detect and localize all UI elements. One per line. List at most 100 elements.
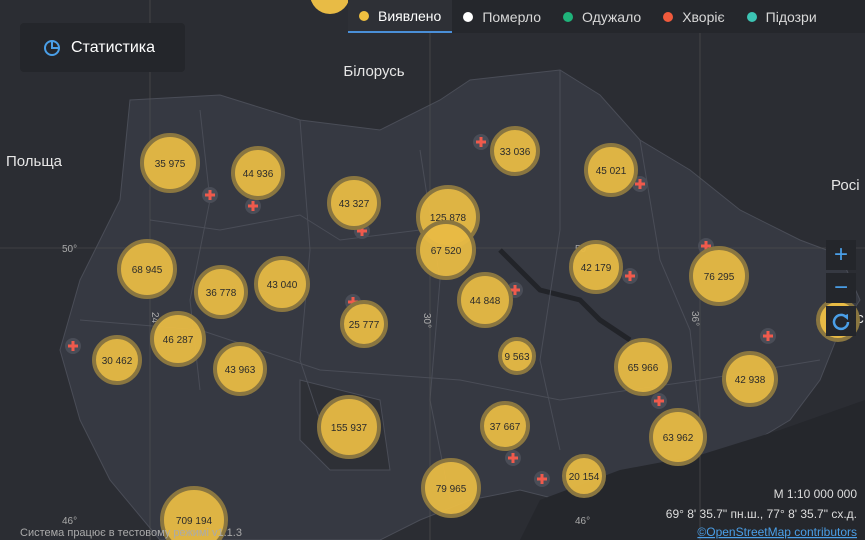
cluster: 76 295	[689, 246, 749, 306]
cluster: 9 563	[498, 337, 536, 375]
tab-dot	[746, 11, 757, 22]
cluster-circle	[562, 454, 606, 498]
attribution: ©OpenStreetMap contributors	[697, 525, 857, 539]
grid-label: 24°	[149, 312, 160, 327]
hospital-marker	[760, 328, 776, 344]
hospital-marker	[202, 187, 218, 203]
cluster-circle	[117, 239, 177, 299]
tab-label: Підозри	[765, 8, 817, 25]
pie-icon	[44, 39, 60, 56]
cluster-label: 33 036	[500, 147, 531, 158]
place-label: Польща	[6, 153, 63, 170]
cluster-label: 125 878	[430, 213, 467, 224]
cluster-label: 709 194	[176, 516, 213, 527]
grid-label: 46°	[62, 516, 77, 527]
cluster-circle	[569, 240, 623, 294]
zoom-out[interactable]: −	[826, 273, 856, 303]
cluster-label: 68 945	[132, 265, 163, 276]
grid-label: 46°	[575, 516, 590, 527]
cluster: 65 966	[614, 338, 672, 396]
cluster-label: 43 040	[267, 280, 298, 291]
cluster-circle	[340, 300, 388, 348]
layer-tab[interactable]: Хворіє	[652, 0, 735, 33]
tab-label: Хворіє	[682, 8, 725, 25]
layer-tab[interactable]: Виявлено	[348, 0, 453, 33]
cluster-label: 36 778	[206, 288, 237, 299]
marker-cross	[635, 179, 645, 189]
cluster: 43 963	[213, 342, 267, 396]
grid-label: 50°	[62, 244, 77, 255]
cluster-circle	[150, 311, 206, 367]
cluster-circle	[254, 256, 310, 312]
zoom-controls: + −	[826, 240, 856, 339]
cluster: 44 848	[457, 272, 513, 328]
marker-cross	[763, 331, 773, 341]
marker-cross	[510, 285, 520, 295]
cluster-circle	[649, 408, 707, 466]
grid-label: 30°	[421, 313, 432, 328]
cluster-circle	[722, 351, 778, 407]
cluster-label: 44 936	[243, 169, 274, 180]
cluster-circle	[584, 143, 638, 197]
place-label: Білорусь	[343, 63, 404, 80]
hospital-marker	[473, 134, 489, 150]
cluster-circle	[317, 395, 381, 459]
hospital-marker	[622, 268, 638, 284]
cluster-label: 42 179	[581, 263, 612, 274]
cluster: 30 462	[92, 335, 142, 385]
marker-cross	[248, 201, 258, 211]
cluster-circle	[689, 246, 749, 306]
cluster-circle	[194, 265, 248, 319]
hospital-marker	[245, 198, 261, 214]
cluster-circle	[160, 486, 228, 540]
reset-view[interactable]	[826, 306, 856, 336]
cluster-label: 45 021	[596, 166, 627, 177]
scale: М 1:10 000 000	[774, 487, 858, 501]
stats-button[interactable]: Статистика	[20, 23, 185, 72]
cluster-label: 46 287	[163, 335, 194, 346]
cluster: 67 520	[416, 220, 476, 280]
marker-cross	[68, 341, 78, 351]
cluster-circle	[92, 335, 142, 385]
cluster-label: 43 963	[225, 365, 256, 376]
hospital-marker	[534, 471, 550, 487]
cluster: 43 327	[327, 176, 381, 230]
tab-label: Виявлено	[378, 7, 442, 24]
marker-cross	[625, 271, 635, 281]
cluster-circle	[490, 126, 540, 176]
tab-dot	[663, 11, 674, 22]
tab-label: Померло	[482, 8, 542, 25]
cluster: 20 154	[562, 454, 606, 498]
cluster-label: 63 962	[663, 433, 694, 444]
cluster	[310, 0, 350, 14]
cluster-label: 30 462	[102, 356, 133, 367]
cluster: 36 778	[194, 265, 248, 319]
tab-label: Одужало	[582, 8, 642, 25]
cluster: 42 938	[722, 351, 778, 407]
marker-cross	[205, 190, 215, 200]
stats-label: Статистика	[71, 38, 156, 56]
grid-label: 36°	[689, 311, 700, 326]
marker-cross	[654, 396, 664, 406]
cluster-circle	[327, 176, 381, 230]
cluster-label: 76 295	[704, 272, 735, 283]
tab-dot	[359, 10, 369, 21]
zoom-in[interactable]: +	[826, 240, 856, 270]
cluster: 42 179	[569, 240, 623, 294]
layer-tabs: Виявлено Померло Одужало Хворіє Підозри	[348, 0, 865, 33]
layer-tab[interactable]: Підозри	[736, 0, 828, 33]
cluster: 68 945	[117, 239, 177, 299]
layer-tab[interactable]: Одужало	[552, 0, 652, 33]
cluster-label: 37 667	[490, 422, 521, 433]
hospital-marker	[65, 338, 81, 354]
cluster-label: 155 937	[331, 423, 368, 434]
coordinates: 69° 8' 35.7" пн.ш., 77° 8' 35.7" сх.д.	[666, 507, 857, 521]
layer-tab[interactable]: Померло	[452, 0, 552, 33]
cluster-label: 42 938	[735, 375, 766, 386]
cluster-label: 65 966	[628, 363, 659, 374]
footer-note: Система працює в тестовому режимі v1.1.3	[20, 527, 242, 539]
tab-dot	[463, 11, 474, 22]
cluster-circle	[614, 338, 672, 396]
